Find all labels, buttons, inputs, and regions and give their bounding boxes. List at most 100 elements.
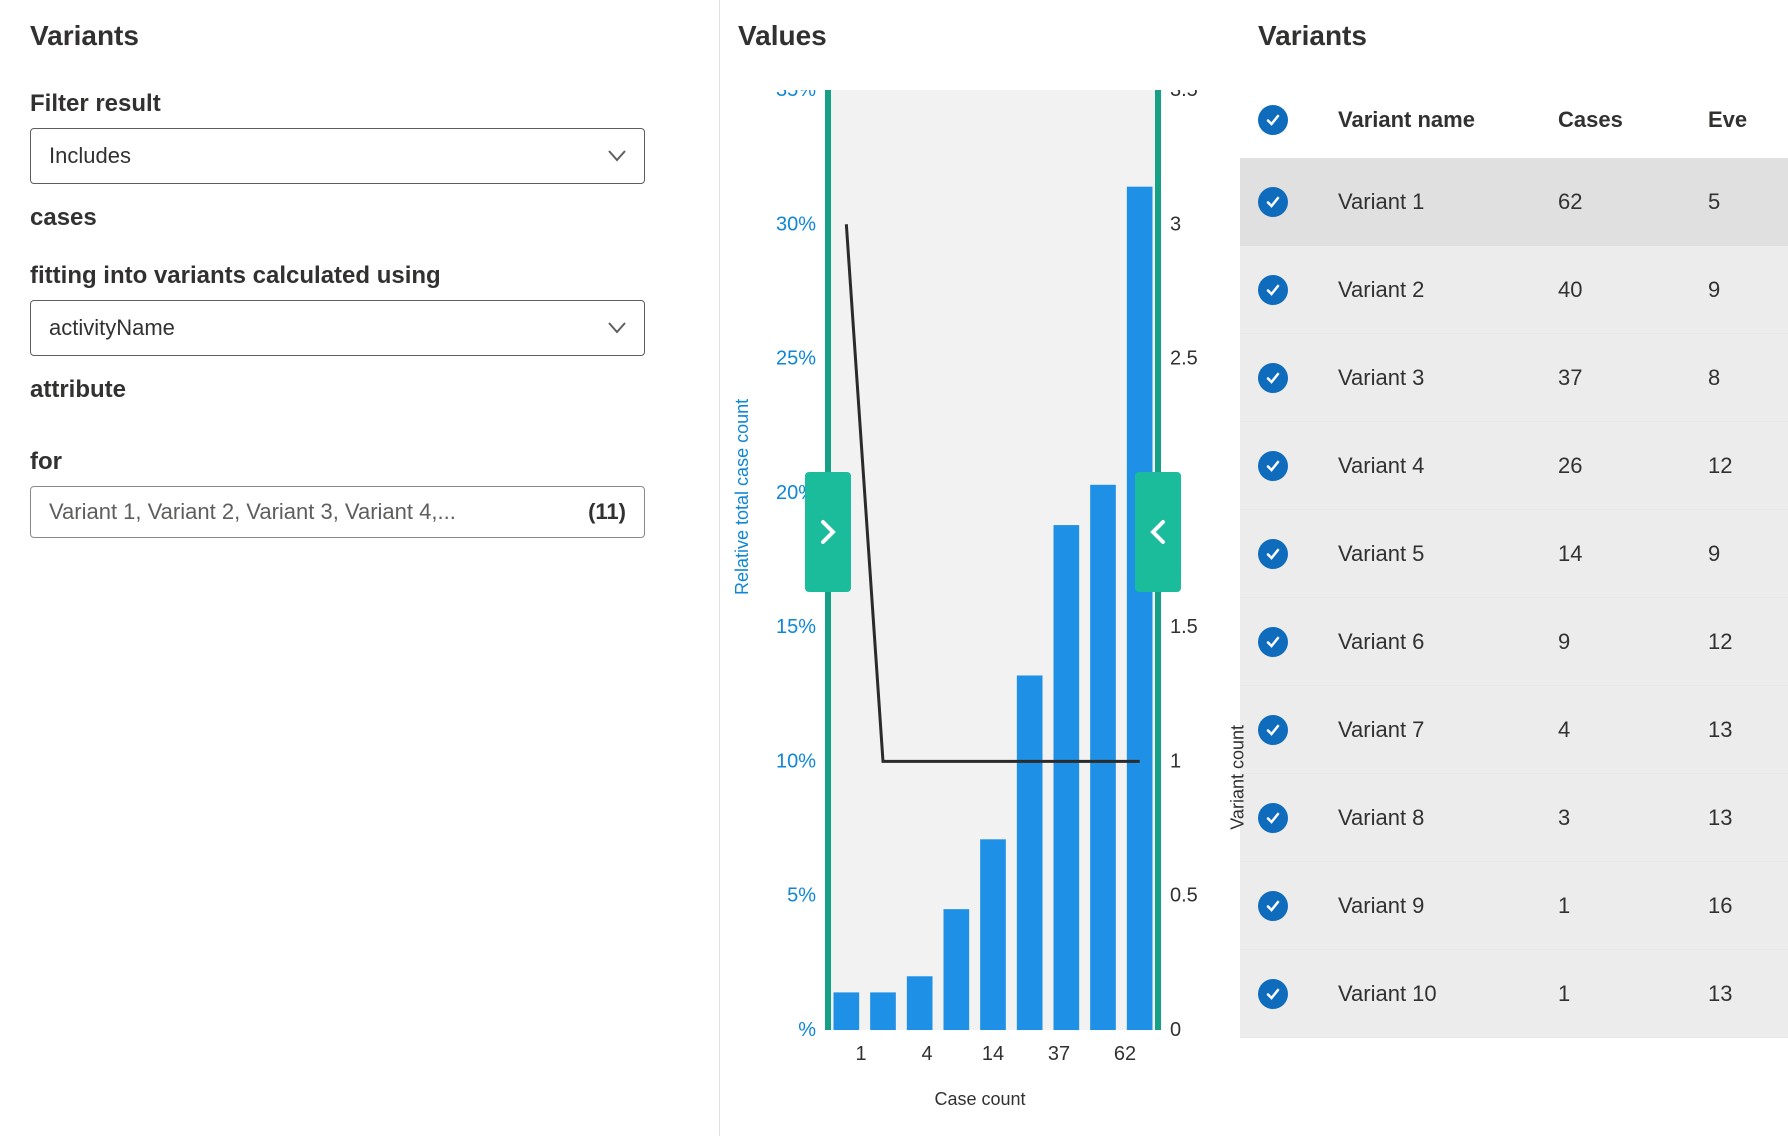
cell-variant-name: Variant 7 — [1338, 717, 1558, 743]
right-axis-label: Variant count — [1228, 725, 1249, 830]
svg-text:37: 37 — [1048, 1043, 1070, 1065]
table-row[interactable]: Variant 6912 — [1240, 598, 1788, 686]
svg-text:1.5: 1.5 — [1170, 616, 1198, 638]
variants-table: Variant name Cases Eve Variant 1625Varia… — [1240, 90, 1788, 1038]
svg-text:5%: 5% — [787, 885, 816, 907]
cell-cases: 62 — [1558, 189, 1708, 215]
cell-events: 12 — [1708, 629, 1788, 655]
chevron-down-icon — [608, 318, 626, 339]
svg-text:30%: 30% — [776, 213, 816, 235]
row-checkbox[interactable] — [1258, 363, 1288, 393]
cell-variant-name: Variant 4 — [1338, 453, 1558, 479]
cell-events: 9 — [1708, 277, 1788, 303]
filter-title: Variants — [30, 20, 689, 52]
cell-variant-name: Variant 10 — [1338, 981, 1558, 1007]
svg-text:2.5: 2.5 — [1170, 348, 1198, 370]
table-row[interactable]: Variant 2409 — [1240, 246, 1788, 334]
cell-events: 8 — [1708, 365, 1788, 391]
table-row[interactable]: Variant 42612 — [1240, 422, 1788, 510]
svg-text:3.5: 3.5 — [1170, 90, 1198, 101]
svg-text:15%: 15% — [776, 616, 816, 638]
row-checkbox[interactable] — [1258, 627, 1288, 657]
cell-events: 13 — [1708, 981, 1788, 1007]
table-row[interactable]: Variant 10113 — [1240, 950, 1788, 1038]
row-checkbox[interactable] — [1258, 451, 1288, 481]
values-title: Values — [738, 20, 1222, 52]
svg-text:%: % — [798, 1019, 816, 1041]
cell-events: 12 — [1708, 453, 1788, 479]
table-row[interactable]: Variant 9116 — [1240, 862, 1788, 950]
svg-text:10%: 10% — [776, 750, 816, 772]
svg-text:0: 0 — [1170, 1019, 1181, 1041]
svg-text:25%: 25% — [776, 348, 816, 370]
table-row[interactable]: Variant 1625 — [1240, 158, 1788, 246]
cell-variant-name: Variant 2 — [1338, 277, 1558, 303]
cell-events: 13 — [1708, 717, 1788, 743]
cell-variant-name: Variant 9 — [1338, 893, 1558, 919]
cell-variant-name: Variant 5 — [1338, 541, 1558, 567]
cell-variant-name: Variant 6 — [1338, 629, 1558, 655]
row-checkbox[interactable] — [1258, 275, 1288, 305]
chart-svg: 35%30%25%20%15%10%5%%3.532.521.510.50141… — [738, 90, 1222, 1110]
filter-result-dropdown[interactable]: Includes — [30, 128, 645, 184]
left-axis-label: Relative total case count — [732, 399, 753, 595]
cell-cases: 3 — [1558, 805, 1708, 831]
cell-cases: 37 — [1558, 365, 1708, 391]
bottom-axis-label: Case count — [738, 1089, 1222, 1110]
row-checkbox[interactable] — [1258, 891, 1288, 921]
cases-label: cases — [30, 204, 689, 232]
cell-variant-name: Variant 1 — [1338, 189, 1558, 215]
filter-result-label: Filter result — [30, 90, 689, 118]
cell-cases: 1 — [1558, 981, 1708, 1007]
for-variants-select[interactable]: Variant 1, Variant 2, Variant 3, Variant… — [30, 486, 645, 538]
variants-table-title: Variants — [1240, 20, 1788, 52]
cell-variant-name: Variant 8 — [1338, 805, 1558, 831]
cell-cases: 26 — [1558, 453, 1708, 479]
col-events[interactable]: Eve — [1708, 107, 1788, 133]
table-row[interactable]: Variant 8313 — [1240, 774, 1788, 862]
svg-text:0.5: 0.5 — [1170, 885, 1198, 907]
svg-text:35%: 35% — [776, 90, 816, 101]
row-checkbox[interactable] — [1258, 715, 1288, 745]
variants-table-panel: Variants Variant name Cases Eve Variant … — [1240, 0, 1788, 1136]
for-variants-count: (11) — [588, 499, 626, 525]
table-row[interactable]: Variant 3378 — [1240, 334, 1788, 422]
for-variants-value: Variant 1, Variant 2, Variant 3, Variant… — [49, 499, 456, 525]
table-row[interactable]: Variant 7413 — [1240, 686, 1788, 774]
cell-variant-name: Variant 3 — [1338, 365, 1558, 391]
cell-cases: 14 — [1558, 541, 1708, 567]
cell-events: 9 — [1708, 541, 1788, 567]
col-cases[interactable]: Cases — [1558, 107, 1708, 133]
chart-right-handle[interactable] — [1135, 472, 1181, 592]
row-checkbox[interactable] — [1258, 803, 1288, 833]
values-panel: Values 35%30%25%20%15%10%5%%3.532.521.51… — [720, 0, 1240, 1136]
fitting-label: fitting into variants calculated using — [30, 262, 689, 290]
cell-events: 5 — [1708, 189, 1788, 215]
col-variant-name[interactable]: Variant name — [1338, 107, 1558, 133]
cell-cases: 4 — [1558, 717, 1708, 743]
select-all-checkbox[interactable] — [1258, 105, 1288, 135]
calculated-using-dropdown[interactable]: activityName — [30, 300, 645, 356]
filter-panel: Variants Filter result Includes cases fi… — [0, 0, 720, 1136]
chart-left-handle[interactable] — [805, 472, 851, 592]
svg-text:3: 3 — [1170, 213, 1181, 235]
row-checkbox[interactable] — [1258, 187, 1288, 217]
filter-result-value: Includes — [49, 143, 131, 169]
table-header: Variant name Cases Eve — [1240, 90, 1788, 150]
calculated-using-value: activityName — [49, 315, 175, 341]
svg-text:14: 14 — [982, 1043, 1004, 1065]
cell-events: 16 — [1708, 893, 1788, 919]
cell-cases: 1 — [1558, 893, 1708, 919]
cell-cases: 40 — [1558, 277, 1708, 303]
row-checkbox[interactable] — [1258, 539, 1288, 569]
attribute-label: attribute — [30, 376, 689, 404]
for-label: for — [30, 448, 689, 476]
svg-text:62: 62 — [1114, 1043, 1136, 1065]
table-row[interactable]: Variant 5149 — [1240, 510, 1788, 598]
cell-events: 13 — [1708, 805, 1788, 831]
row-checkbox[interactable] — [1258, 979, 1288, 1009]
svg-text:1: 1 — [1170, 750, 1181, 772]
values-chart: 35%30%25%20%15%10%5%%3.532.521.510.50141… — [738, 90, 1222, 1110]
cell-cases: 9 — [1558, 629, 1708, 655]
chevron-down-icon — [608, 146, 626, 167]
